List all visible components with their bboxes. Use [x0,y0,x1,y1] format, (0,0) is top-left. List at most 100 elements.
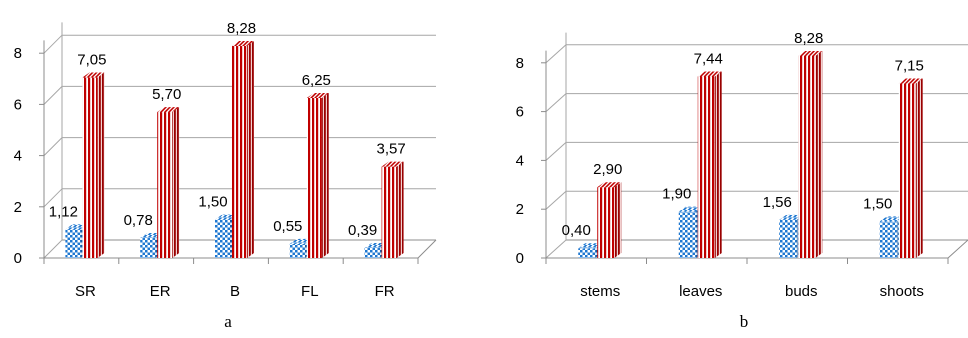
bar-series-2 [898,78,923,258]
bar-front [578,248,596,258]
data-label: 0,40 [562,222,591,239]
bar-front [879,221,897,258]
bar-series-2 [157,107,180,258]
data-label: 1,50 [198,194,227,211]
panel-caption: a [224,312,232,331]
bar-top [779,214,804,220]
y-tick-label: 6 [516,104,524,121]
grid-diagonal [545,239,567,259]
bar-front [289,243,305,258]
bar-front [65,229,81,258]
bar-top [140,233,163,239]
data-label: 0,55 [273,218,302,235]
bar-side [97,72,105,259]
bar-front [140,238,156,258]
y-tick-label: 8 [14,45,22,62]
y-tick-label: 8 [516,55,524,72]
bar-front [306,98,322,258]
data-label: 2,90 [593,161,622,178]
grid-diagonal [43,86,63,105]
data-label: 7,15 [895,58,924,75]
grid-diagonal [545,44,567,64]
y-tick-label: 0 [14,250,22,267]
bar-top [578,243,603,249]
bar-top [879,216,904,222]
grid-diagonal [43,34,63,54]
bar-side [321,93,329,258]
category-label: leaves [679,283,722,300]
chart-a: 0 2 4 6 8 SR ER B FL FR 1,12 7,05 0,78 5,70 1,50 8,28 0,… [14,20,437,331]
category-label: FR [375,283,395,300]
data-label: 1,56 [763,194,792,211]
bar-top [898,78,923,84]
y-tick-label: 2 [516,201,524,218]
grid-diagonal [43,239,63,259]
y-tick-label: 0 [516,250,524,267]
bar-series-2 [82,72,105,259]
bar-side [396,161,404,258]
bar-series-2 [232,41,254,259]
bar-front [678,211,696,258]
data-label: 0,78 [124,212,153,229]
grid-diagonal [545,142,567,161]
bar-front [798,55,816,258]
bar-front [597,187,615,258]
bar-front [697,76,715,259]
bar-front [898,83,916,258]
bar-series-2 [798,50,823,258]
data-label: 0,39 [348,222,377,239]
bar-side [915,78,923,258]
bar-front [364,248,380,258]
bar-top [798,50,823,56]
category-label: buds [785,283,818,300]
category-label: FL [301,283,319,300]
y-tick-label: 6 [14,96,22,113]
bar-side [247,41,254,259]
bar-front [779,219,797,258]
bar-top [65,224,88,230]
data-label: 7,44 [694,50,723,67]
floor-edge [947,239,968,259]
data-label: 6,25 [302,72,331,89]
bar-series-2 [306,93,329,258]
bar-top [364,243,387,249]
panel-caption: b [740,312,749,331]
bar-front [215,219,230,258]
data-label: 3,57 [376,141,405,158]
bar-top [381,161,404,167]
grid-diagonal [43,188,63,208]
data-label: 8,28 [794,30,823,47]
grid-diagonal [545,190,567,210]
bar-series-2 [381,161,404,258]
bar-top [232,41,254,47]
bar-series-2 [597,182,622,258]
chart-b: 0 2 4 6 8 stems leaves buds shoots 0,40 2,90 1,90 7,… [516,30,968,331]
bar-top [215,214,237,220]
bar-front [157,112,173,258]
data-label: 5,70 [152,86,181,103]
data-label: 1,50 [863,195,892,212]
bar-top [306,93,329,98]
y-tick-label: 4 [14,148,22,165]
category-label: ER [150,283,171,300]
category-label: SR [75,283,96,300]
bar-top [678,206,703,212]
data-label: 1,12 [49,203,78,220]
data-label: 8,28 [227,20,256,37]
data-label: 1,90 [662,186,691,203]
grid-diagonal [43,137,63,156]
bar-front [232,46,247,259]
bar-side [172,107,180,258]
bar-front [381,166,397,258]
bar-top [157,107,180,113]
bar-side [614,182,622,258]
category-label: B [230,283,240,300]
floor-edge [417,239,437,259]
bar-side [714,71,722,259]
y-tick-label: 2 [14,199,22,216]
category-label: stems [580,283,620,300]
bar-front [82,77,98,259]
bar-side [815,50,823,258]
bar-top [82,72,105,78]
